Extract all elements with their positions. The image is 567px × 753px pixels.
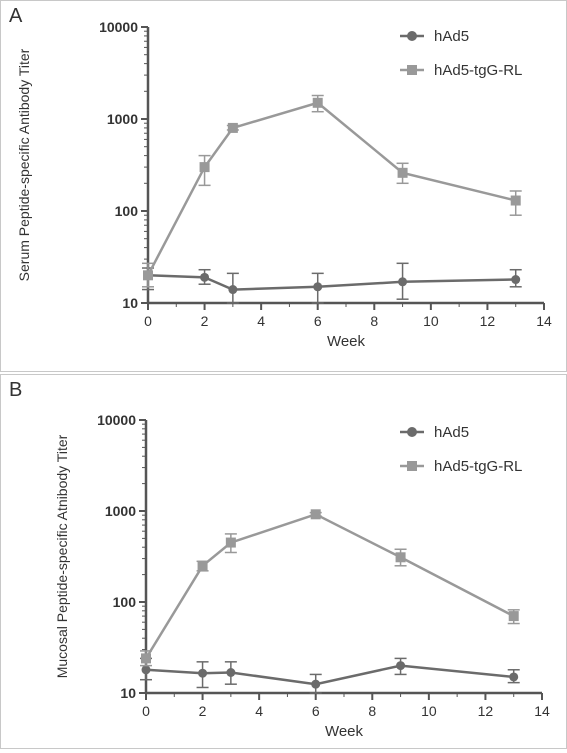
x-tick-label: 6 xyxy=(312,703,320,719)
x-tick-label: 4 xyxy=(257,313,265,329)
series-square xyxy=(140,509,520,667)
y-tick-label: 10 xyxy=(122,295,138,311)
data-point xyxy=(396,661,406,671)
legend-marker xyxy=(407,65,417,75)
y-axis-label: Mucosal Peptide-specific Atnibody Titer xyxy=(54,434,70,678)
data-point xyxy=(228,285,238,295)
legend-label: hAd5-tgG-RL xyxy=(434,62,522,79)
series-circle xyxy=(140,657,520,694)
data-point xyxy=(395,552,406,563)
legend-marker xyxy=(407,461,417,471)
data-point xyxy=(310,509,321,520)
x-tick-label: 0 xyxy=(142,703,150,719)
y-tick-label: 10000 xyxy=(97,412,136,428)
x-tick-label: 0 xyxy=(144,313,152,329)
legend-label: hAd5 xyxy=(434,424,469,441)
series-line xyxy=(146,101,516,276)
x-axis-label: Week xyxy=(325,723,364,740)
data-point xyxy=(227,122,238,133)
series-square xyxy=(142,94,522,288)
x-tick-label: 12 xyxy=(480,313,496,329)
legend-marker xyxy=(407,31,417,41)
data-point xyxy=(397,167,408,178)
data-point xyxy=(313,282,323,292)
x-tick-label: 10 xyxy=(423,313,439,329)
series-line xyxy=(144,512,515,660)
legend-label: hAd5 xyxy=(434,28,469,45)
chart-b: 10 100 1000 10000 0 2 4 6 8 10 12 14 Week Mucosal Pep… xyxy=(54,412,550,740)
data-point xyxy=(398,277,408,287)
x-tick-label: 14 xyxy=(534,703,550,719)
x-tick-label: 8 xyxy=(370,313,378,329)
y-tick-label: 100 xyxy=(113,594,137,610)
chart-a: 10 100 1000 10000 0 2 4 6 8 10 12 14 Week Serum Pepti… xyxy=(16,19,552,350)
x-tick-label: 6 xyxy=(314,313,322,329)
x-tick-label: 2 xyxy=(201,313,209,329)
data-point xyxy=(508,611,519,622)
series-line xyxy=(145,664,514,686)
x-tick-label: 4 xyxy=(255,703,263,719)
data-point xyxy=(141,653,151,664)
y-tick-label: 10 xyxy=(120,685,136,701)
data-point xyxy=(199,162,210,173)
y-tick-label: 10000 xyxy=(99,19,138,35)
data-point xyxy=(141,665,151,675)
data-point xyxy=(200,272,210,282)
x-tick-label: 12 xyxy=(478,703,494,719)
y-tick-label: 100 xyxy=(115,203,139,219)
legend-label: hAd5-tgG-RL xyxy=(434,458,522,475)
data-point xyxy=(197,560,208,571)
series-circle xyxy=(142,262,522,304)
data-point xyxy=(312,97,323,108)
x-tick-label: 10 xyxy=(421,703,437,719)
series-line xyxy=(147,274,516,291)
data-point xyxy=(226,667,236,677)
data-point xyxy=(511,275,521,285)
x-axis-label: Week xyxy=(327,333,366,350)
data-point xyxy=(225,537,236,548)
panel-label: A xyxy=(9,5,23,27)
data-point xyxy=(198,668,208,678)
data-point xyxy=(509,672,519,682)
panel-label: B xyxy=(9,379,23,401)
panel-a: A 10 100 1000 10000 0 2 4 6 8 10 12 14 Week Serum Pep… xyxy=(0,0,567,372)
x-tick-label: 8 xyxy=(368,703,376,719)
x-tick-label: 2 xyxy=(199,703,207,719)
data-point xyxy=(311,679,321,689)
x-tick-label: 14 xyxy=(536,313,552,329)
y-tick-label: 1000 xyxy=(105,503,136,519)
data-point xyxy=(143,270,153,281)
y-tick-label: 1000 xyxy=(107,111,138,127)
y-axis-label: Serum Peptide-specific Antibody Titer xyxy=(16,48,32,281)
legend-marker xyxy=(407,427,417,437)
panel-b: B 10 100 1000 10000 0 2 4 6 8 10 12 14 Week Mucosal P… xyxy=(0,374,567,749)
data-point xyxy=(510,195,521,206)
